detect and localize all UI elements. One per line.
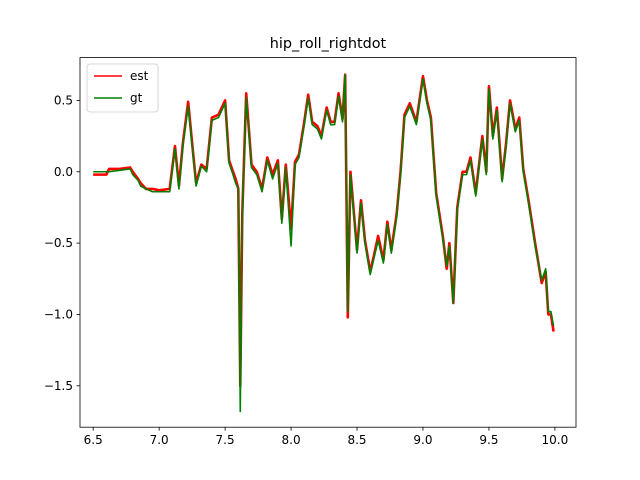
y-axis: 0.5 0.0 −0.5 −1.0 −1.5 [44, 93, 80, 393]
chart-title: hip_roll_rightdot [270, 36, 387, 52]
y-tick-label: 0.5 [54, 93, 73, 107]
x-tick-label: 9.5 [479, 433, 498, 447]
plot-frame [79, 57, 577, 428]
x-tick-label: 10.0 [542, 433, 569, 447]
legend: est gt [86, 63, 159, 113]
x-tick-label: 8.5 [347, 433, 366, 447]
x-tick-label: 7.5 [216, 433, 235, 447]
y-tick-label: −1.0 [44, 307, 73, 321]
x-tick-label: 9.0 [413, 433, 432, 447]
y-tick-label: −0.5 [44, 236, 73, 250]
x-axis: 6.5 7.0 7.5 8.0 8.5 9.0 9.5 10.0 [84, 427, 569, 447]
x-tick-label: 7.0 [150, 433, 169, 447]
legend-label-gt: gt [130, 91, 143, 105]
x-tick-label: 8.0 [282, 433, 301, 447]
x-tick-label: 6.5 [84, 433, 103, 447]
series-line-gt [93, 73, 555, 413]
y-tick-label: 0.0 [54, 165, 73, 179]
series-layer [93, 73, 555, 413]
y-tick-label: −1.5 [44, 379, 73, 393]
legend-label-est: est [130, 69, 149, 83]
